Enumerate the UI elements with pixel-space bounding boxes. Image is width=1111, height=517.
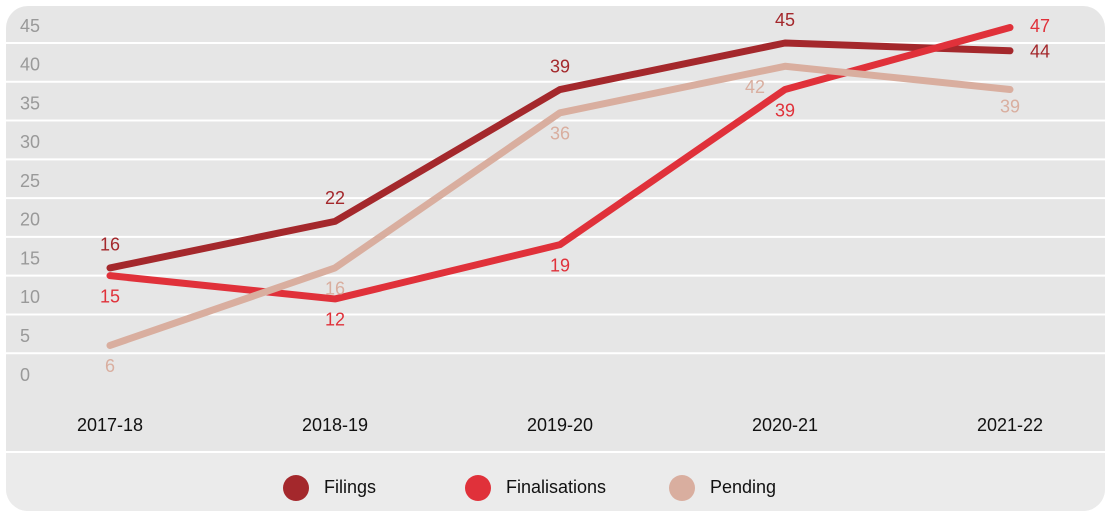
y-tick-label: 40 (20, 55, 40, 75)
data-label: 39 (550, 56, 570, 76)
data-label: 12 (325, 310, 345, 330)
data-label: 6 (105, 356, 115, 376)
legend-panel-top (6, 452, 1105, 472)
legend-swatch (283, 475, 309, 501)
y-tick-label: 5 (20, 326, 30, 346)
data-label: 39 (1000, 96, 1020, 116)
legend-label: Finalisations (506, 477, 606, 497)
y-tick-label: 45 (20, 16, 40, 36)
y-tick-label: 15 (20, 248, 40, 268)
data-label: 15 (100, 286, 120, 306)
series-line (106, 62, 1014, 349)
data-label: 16 (100, 235, 120, 255)
y-tick-label: 35 (20, 93, 40, 113)
data-label: 47 (1030, 16, 1050, 36)
panel (6, 6, 1105, 511)
data-label: 22 (325, 188, 345, 208)
x-tick-label: 2018-19 (302, 415, 368, 435)
x-tick-label: 2021-22 (977, 415, 1043, 435)
y-tick-label: 20 (20, 210, 40, 230)
data-label: 42 (745, 77, 765, 97)
data-label: 19 (550, 255, 570, 275)
y-tick-label: 30 (20, 132, 40, 152)
x-tick-label: 2019-20 (527, 415, 593, 435)
x-tick-label: 2017-18 (77, 415, 143, 435)
data-label: 44 (1030, 42, 1050, 62)
x-tick-label: 2020-21 (752, 415, 818, 435)
data-label: 36 (550, 124, 570, 144)
legend-label: Filings (324, 477, 376, 497)
legend-swatch (669, 475, 695, 501)
legend-swatch (465, 475, 491, 501)
data-label: 16 (325, 279, 345, 299)
y-tick-label: 0 (20, 365, 30, 385)
data-label: 45 (775, 10, 795, 30)
y-tick-label: 10 (20, 287, 40, 307)
series-line (106, 39, 1014, 272)
data-label: 39 (775, 100, 795, 120)
legend-label: Pending (710, 477, 776, 497)
y-tick-label: 25 (20, 171, 40, 191)
